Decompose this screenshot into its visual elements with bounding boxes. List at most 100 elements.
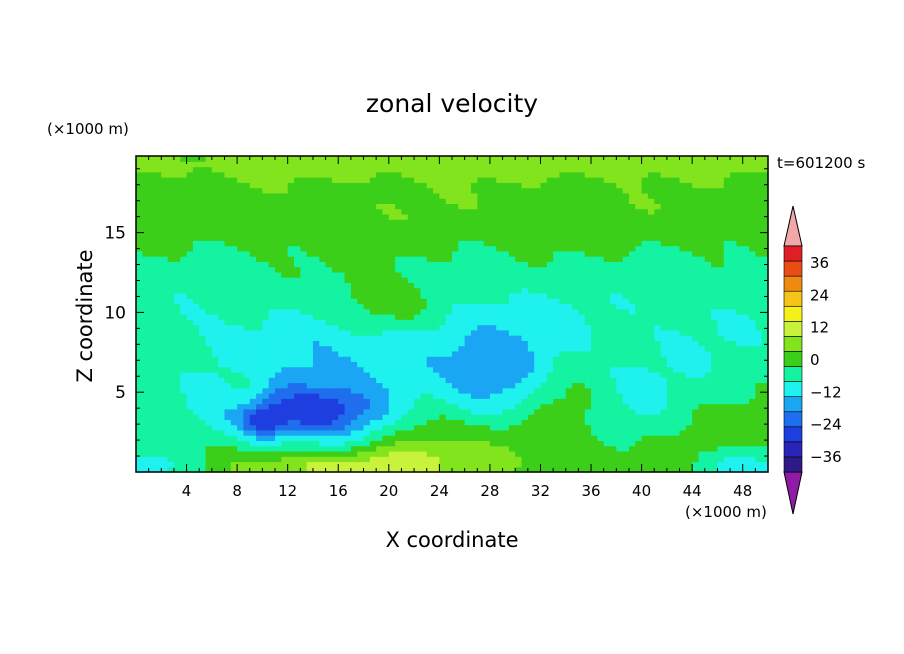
field-cell — [540, 371, 548, 378]
field-cell — [331, 314, 339, 320]
field-cell — [148, 371, 156, 378]
field-cell — [331, 445, 339, 452]
field-cell — [331, 340, 339, 347]
field-cell — [711, 224, 719, 231]
field-cell — [527, 266, 535, 273]
field-cell — [325, 408, 333, 415]
field-cell — [578, 340, 586, 347]
field-cell — [338, 361, 346, 368]
field-cell — [521, 456, 529, 463]
field-cell — [426, 382, 434, 389]
field-cell — [414, 245, 421, 252]
field-cell — [521, 424, 529, 431]
field-cell — [622, 377, 630, 384]
field-cell — [275, 240, 282, 247]
field-cell — [161, 382, 169, 389]
field-cell — [660, 377, 668, 384]
field-cell — [376, 208, 384, 215]
field-cell — [439, 419, 447, 426]
field-cell — [401, 235, 409, 241]
field-cell — [376, 324, 384, 331]
field-cell — [515, 435, 523, 441]
field-cell — [407, 271, 415, 278]
field-cell — [470, 329, 478, 336]
field-cell — [540, 398, 548, 405]
field-cell — [287, 282, 295, 289]
field-cell — [344, 435, 352, 441]
field-cell — [344, 424, 352, 431]
field-cell — [281, 340, 289, 347]
field-cell — [268, 377, 276, 384]
field-cell — [205, 435, 213, 441]
field-cell — [635, 282, 643, 289]
field-cell — [515, 403, 523, 410]
field-cell — [281, 298, 289, 305]
field-cell — [211, 366, 219, 373]
field-cell — [407, 408, 415, 415]
field-cell — [622, 229, 630, 236]
field-cell — [167, 224, 175, 231]
field-cell — [749, 219, 756, 226]
field-cell — [256, 266, 263, 273]
field-cell — [711, 408, 719, 415]
field-cell — [344, 324, 352, 331]
field-cell — [142, 314, 150, 320]
field-cell — [527, 350, 535, 357]
field-cell — [496, 235, 504, 241]
field-cell — [433, 329, 440, 336]
field-cell — [464, 298, 472, 305]
field-cell — [350, 213, 358, 220]
field-cell — [211, 393, 219, 399]
field-cell — [647, 282, 655, 289]
field-cell — [275, 387, 282, 394]
field-cell — [211, 319, 219, 326]
field-cell — [445, 456, 453, 463]
field-cell — [173, 387, 181, 394]
field-cell — [319, 250, 327, 257]
field-cell — [578, 298, 586, 305]
field-cell — [717, 303, 725, 310]
field-cell — [572, 240, 579, 247]
field-cell — [306, 403, 314, 410]
field-cell — [723, 429, 731, 436]
field-cell — [742, 350, 750, 357]
field-cell — [761, 303, 769, 310]
field-cell — [502, 256, 510, 262]
field-cell — [167, 340, 175, 347]
field-cell — [515, 271, 523, 278]
field-cell — [142, 329, 150, 336]
field-cell — [616, 393, 624, 399]
field-cell — [224, 298, 232, 305]
field-cell — [610, 387, 617, 394]
field-cell — [136, 340, 143, 347]
field-cell — [723, 345, 731, 352]
field-cell — [502, 219, 510, 226]
field-cell — [470, 303, 478, 310]
field-cell — [477, 245, 485, 252]
field-cell — [211, 261, 219, 268]
field-cell — [666, 408, 674, 415]
field-cell — [357, 429, 365, 436]
field-cell — [357, 361, 365, 368]
field-cell — [628, 356, 636, 362]
field-cell — [673, 408, 681, 415]
field-cell — [249, 382, 257, 389]
field-cell — [572, 403, 579, 410]
field-cell — [685, 208, 693, 215]
field-cell — [363, 387, 371, 394]
field-cell — [502, 350, 510, 357]
field-cell — [553, 382, 561, 389]
field-cell — [433, 282, 440, 289]
field-cell — [344, 314, 352, 320]
field-cell — [641, 282, 649, 289]
field-cell — [692, 329, 700, 336]
field-cell — [736, 314, 744, 320]
field-cell — [300, 398, 308, 405]
field-cell — [458, 408, 466, 415]
field-cell — [483, 350, 491, 357]
field-cell — [761, 361, 769, 368]
field-cell — [483, 445, 491, 452]
field-cell — [433, 271, 440, 278]
field-cell — [363, 408, 371, 415]
field-cell — [256, 382, 263, 389]
